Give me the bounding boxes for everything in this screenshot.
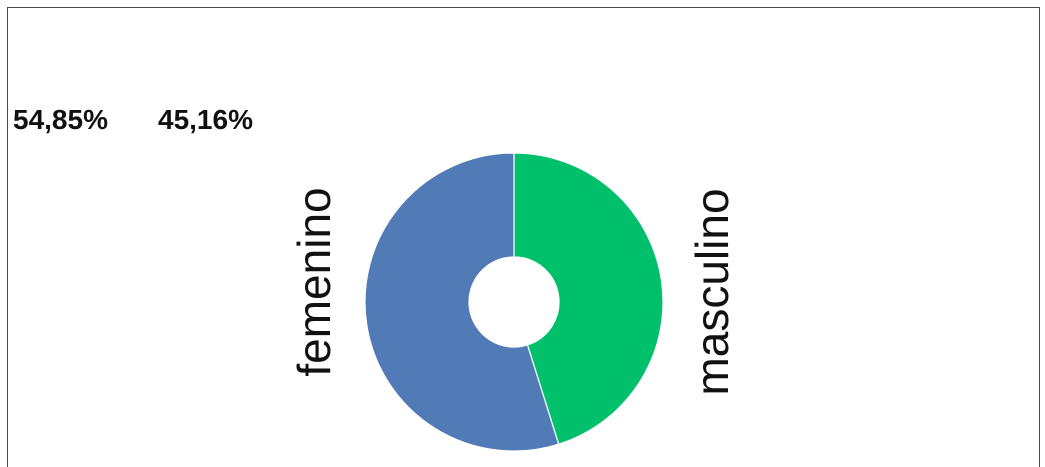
donut-slice-femenino [364,152,560,452]
donut-slice-masculino [513,152,664,445]
category-label-masculino: masculino [686,188,738,396]
category-label-femenino: femenino [288,187,340,377]
donut-slices [364,152,664,452]
value-label-masculino: 45,16% [158,104,253,135]
value-label-femenino: 54,85% [13,104,108,135]
